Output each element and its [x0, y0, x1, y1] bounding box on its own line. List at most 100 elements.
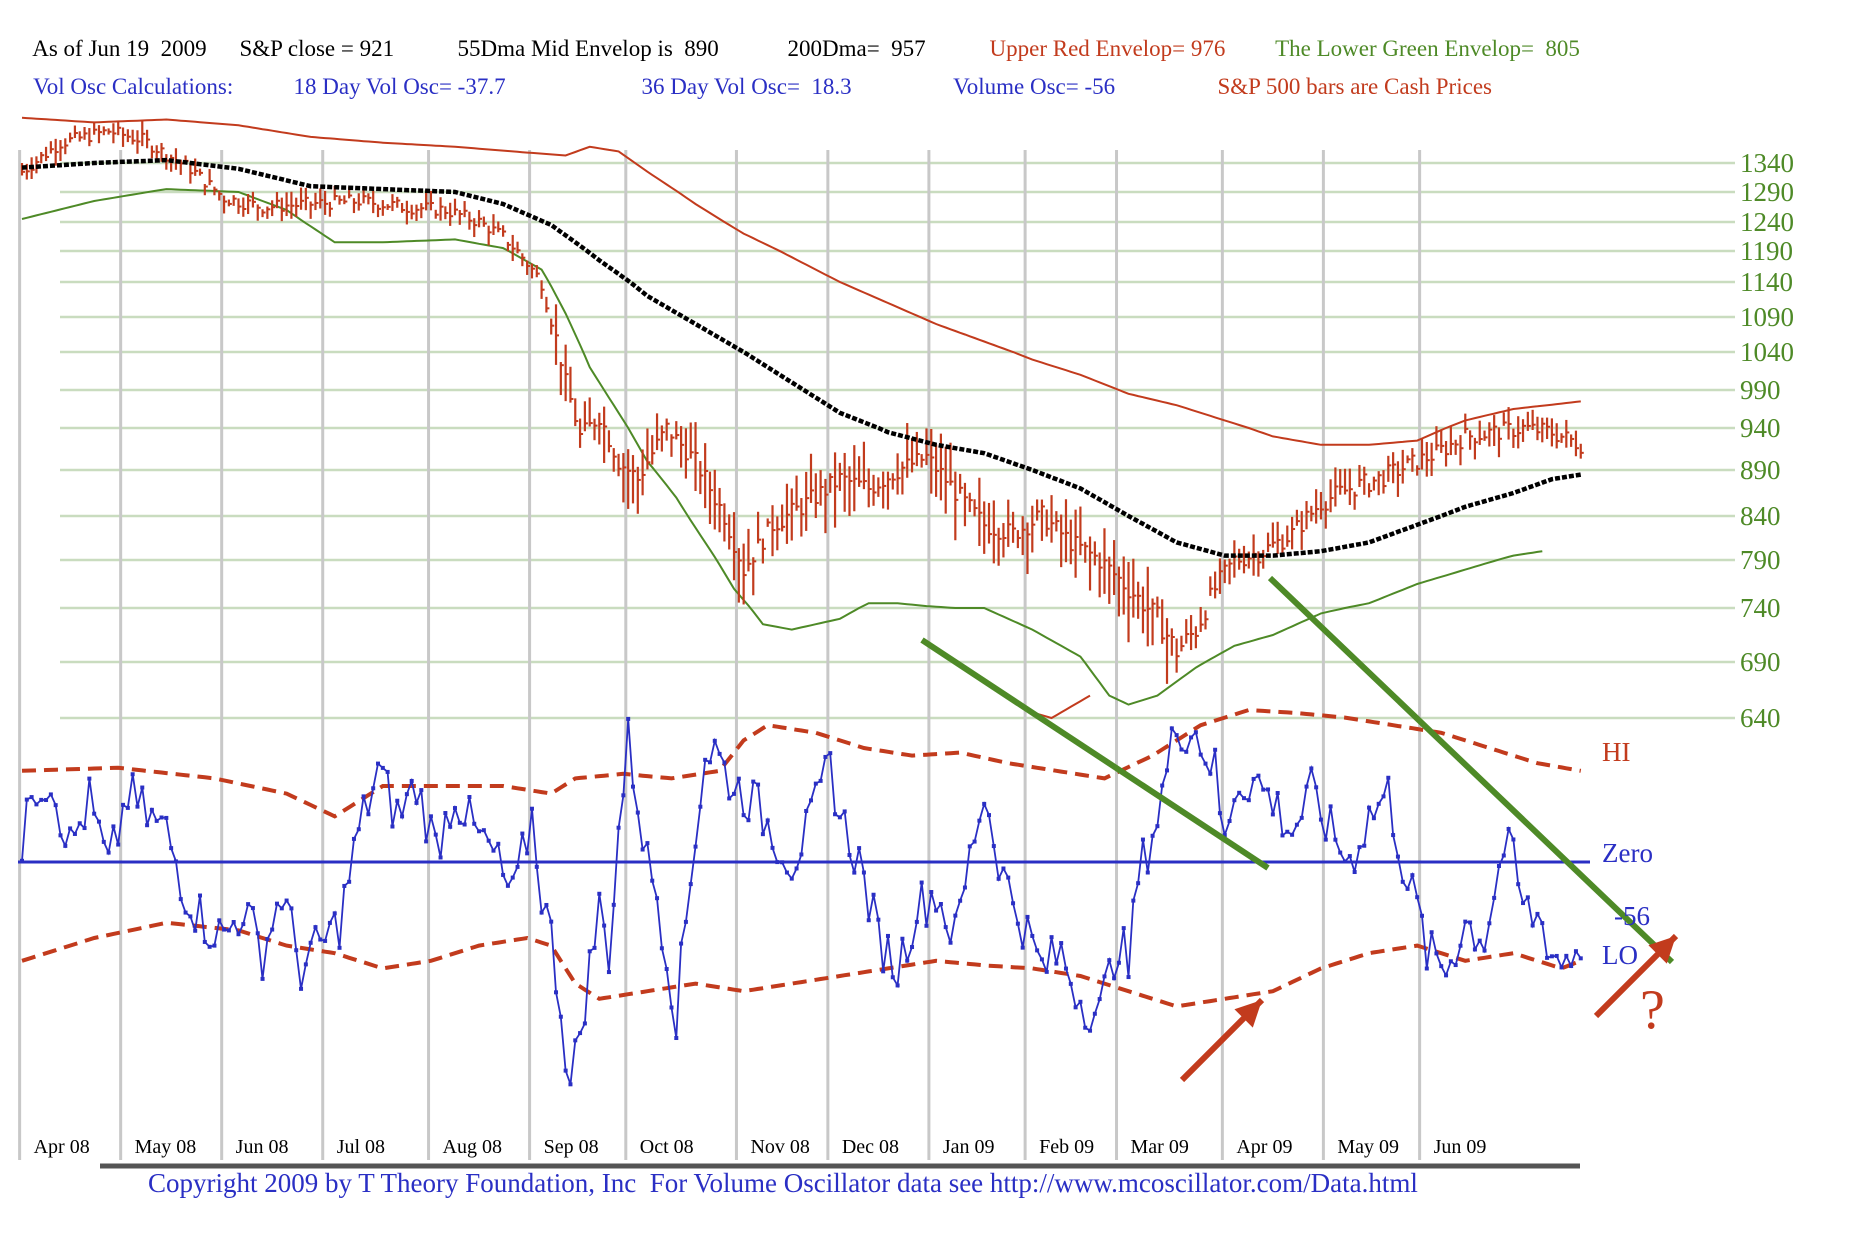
oscillator-point	[1232, 798, 1237, 803]
oscillator-point	[1179, 747, 1184, 752]
oscillator-point	[1381, 794, 1386, 799]
oscillator-point	[1429, 930, 1434, 935]
oscillator-point	[448, 824, 453, 829]
oscillator-point	[794, 866, 799, 871]
month-label: Jan 09	[943, 1136, 995, 1158]
oscillator-point	[1251, 776, 1256, 781]
oscillator-point	[265, 937, 270, 942]
oscillator-point	[1025, 914, 1030, 919]
oscillator-point	[400, 814, 405, 819]
oscillator-point	[1424, 966, 1429, 971]
oscillator-point	[241, 922, 246, 927]
price-tick-label: 740	[1740, 593, 1781, 623]
oscillator-point	[486, 838, 491, 843]
oscillator-point	[924, 923, 929, 928]
month-gridlines	[18, 150, 1580, 1169]
oscillator-point	[890, 975, 895, 980]
oscillator-point	[1376, 801, 1381, 806]
price-tick-label: 1140	[1740, 267, 1793, 297]
oscillator-point	[467, 795, 472, 800]
oscillator-point	[44, 798, 49, 803]
oscillator-point	[501, 872, 506, 877]
oscillator-point	[1569, 964, 1574, 969]
oscillator-point	[765, 818, 770, 823]
oscillator-point	[746, 818, 751, 823]
oscillator-point	[861, 870, 866, 875]
oscillator-point	[1333, 837, 1338, 842]
oscillator-point	[106, 850, 111, 855]
oscillator-point	[698, 804, 703, 809]
oscillator-point	[948, 940, 953, 945]
oscillator-point	[1160, 783, 1165, 788]
oscillator-point	[558, 1014, 563, 1019]
oscillator-point	[1227, 818, 1232, 823]
oscillator-point	[1573, 949, 1578, 954]
oscillator-point	[659, 946, 664, 951]
oscillator-point	[1419, 913, 1424, 918]
oscillator-point	[953, 913, 958, 918]
oscillator-point	[351, 836, 356, 841]
oscillator-point	[125, 805, 130, 810]
oscillator-point	[385, 769, 390, 774]
oscillator-point	[1559, 965, 1564, 970]
oscillator-point	[1217, 811, 1222, 816]
oscillator-point	[1097, 997, 1102, 1002]
footer-copyright: Copyright 2009 by T Theory Foundation, I…	[148, 1168, 1418, 1198]
oscillator-point	[606, 970, 611, 975]
oscillator-point	[857, 846, 862, 851]
oscillator-point	[962, 885, 967, 890]
oscillator-point	[626, 716, 631, 721]
price-tick-label: 640	[1740, 703, 1781, 733]
header-sp-close: S&P close = 921	[228, 10, 395, 62]
header-200dma: 200Dma= 957	[776, 10, 926, 62]
oscillator-point	[361, 794, 366, 799]
oscillator-point	[1448, 959, 1453, 964]
oscillator-point	[818, 778, 823, 783]
oscillator-point	[279, 906, 284, 911]
osc36-text: 36 Day Vol Osc= 18.3	[641, 74, 852, 99]
oscillator-point	[121, 802, 126, 807]
oscillator-point	[1222, 833, 1227, 838]
oscillator-point	[409, 778, 414, 783]
oscillator-point	[87, 776, 92, 781]
month-label: May 09	[1337, 1136, 1399, 1158]
oscillator-point	[1343, 859, 1348, 864]
price-tick-label: 1190	[1740, 236, 1793, 266]
oscillator-point	[1501, 853, 1506, 858]
oscillator-point	[770, 845, 775, 850]
oscillator-point	[1578, 956, 1583, 961]
lo-label: LO	[1602, 940, 1638, 970]
oscillator-point	[732, 791, 737, 796]
oscillator-point	[669, 1005, 674, 1010]
oscillator-point	[1463, 919, 1468, 924]
oscillator-point	[568, 1082, 573, 1087]
oscillator-point	[809, 798, 813, 803]
oscillator-point	[529, 806, 534, 811]
header-line-1: As of Jun 19 2009	[22, 10, 206, 62]
oscillator-point	[24, 797, 29, 802]
oscillator-point	[96, 819, 101, 824]
oscillator-point	[784, 870, 789, 875]
oscillator-point	[1371, 816, 1376, 821]
oscillator-point	[496, 841, 501, 846]
oscillator-point	[1386, 775, 1391, 780]
oscillator-point	[1275, 791, 1280, 796]
oscillator-point	[885, 933, 890, 938]
oscillator-point	[58, 833, 63, 838]
oscillator-point	[914, 919, 919, 924]
oscillator-point	[943, 925, 948, 930]
oscillator-point	[1309, 766, 1314, 771]
oscillator-point	[621, 793, 626, 798]
oscillator-point	[236, 932, 241, 937]
oscillator-point	[404, 792, 409, 797]
oscillator-point	[1521, 901, 1526, 906]
oscillator-point	[308, 940, 313, 945]
oscillator-point	[1400, 879, 1405, 884]
oscillator-point	[1530, 923, 1535, 928]
ma55-line	[21, 157, 1582, 558]
oscillator-point	[433, 832, 438, 837]
trend-annotations: ?	[920, 575, 1679, 1083]
oscillator-point	[1088, 1028, 1093, 1033]
